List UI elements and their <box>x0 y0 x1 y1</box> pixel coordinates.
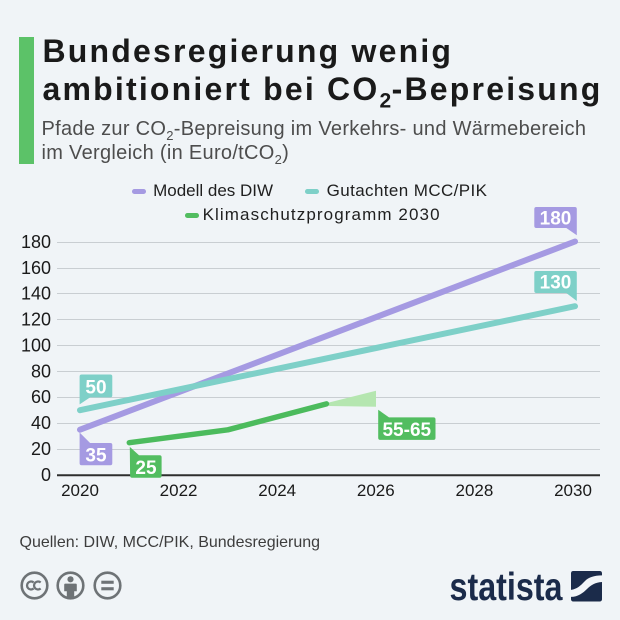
svg-text:0: 0 <box>41 465 51 485</box>
svg-text:50: 50 <box>85 378 106 399</box>
svg-text:2022: 2022 <box>160 481 198 500</box>
svg-text:2030: 2030 <box>554 481 592 500</box>
svg-text:20: 20 <box>31 439 51 459</box>
svg-text:180: 180 <box>540 208 572 229</box>
svg-text:2026: 2026 <box>357 481 395 500</box>
svg-text:40: 40 <box>31 413 51 433</box>
svg-text:80: 80 <box>31 361 51 381</box>
svg-text:140: 140 <box>21 284 51 304</box>
svg-text:100: 100 <box>21 336 51 356</box>
svg-text:25: 25 <box>135 458 157 479</box>
svg-text:2024: 2024 <box>258 481 296 500</box>
svg-text:60: 60 <box>31 387 51 407</box>
svg-text:55-65: 55-65 <box>382 420 431 441</box>
svg-text:2020: 2020 <box>61 481 99 500</box>
svg-text:160: 160 <box>21 258 51 278</box>
svg-text:statista: statista <box>450 566 563 606</box>
svg-text:2028: 2028 <box>455 481 493 500</box>
svg-text:130: 130 <box>540 273 572 294</box>
svg-text:180: 180 <box>21 232 51 252</box>
svg-text:120: 120 <box>21 310 51 330</box>
svg-text:35: 35 <box>85 446 107 467</box>
